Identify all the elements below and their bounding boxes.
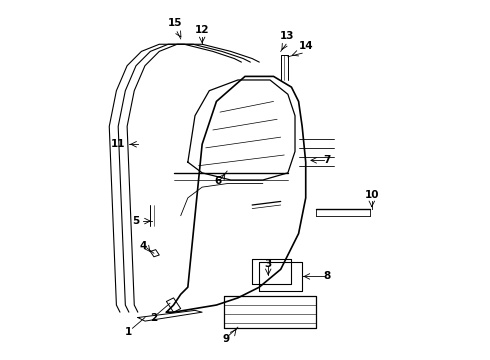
Text: 2: 2 — [150, 312, 157, 323]
Text: 5: 5 — [132, 216, 140, 226]
Text: 6: 6 — [215, 176, 222, 186]
Text: 13: 13 — [280, 31, 294, 41]
Text: 1: 1 — [125, 327, 132, 337]
Text: 10: 10 — [365, 190, 379, 200]
Text: 9: 9 — [223, 334, 230, 344]
Text: 12: 12 — [195, 25, 209, 35]
Text: 14: 14 — [298, 41, 313, 51]
Text: 3: 3 — [265, 259, 272, 269]
Text: 11: 11 — [111, 139, 125, 149]
Text: 8: 8 — [323, 271, 331, 282]
Text: 4: 4 — [140, 241, 147, 251]
Text: 15: 15 — [168, 18, 183, 28]
Text: 7: 7 — [323, 156, 331, 165]
